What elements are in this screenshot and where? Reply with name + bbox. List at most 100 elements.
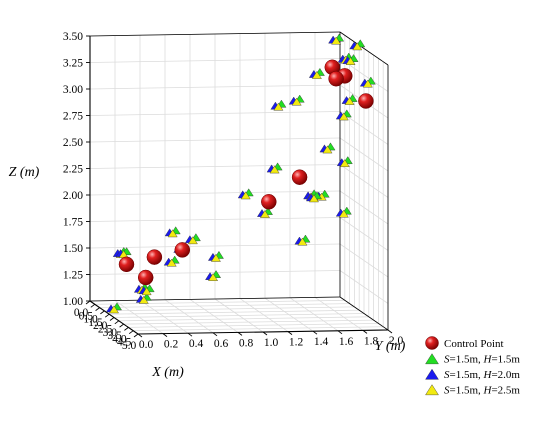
triangle-point-h25 [141,287,152,296]
x-tick-mark [109,317,115,321]
legend-label-part: S [444,354,450,366]
x-tick-mark [90,303,96,308]
control-point [328,70,344,87]
back-wall-gridline [339,190,389,225]
x-tick-label: 3.5 [107,330,122,342]
triangle-point-h25 [362,79,373,88]
back-wall-gridline [339,217,389,251]
y-tick-mark [362,330,368,334]
x-tick-label: 4.0 [112,333,127,345]
triangle-point-h25 [187,236,198,245]
legend-label-part: =2.0m [491,369,520,381]
floor-gridline [264,297,314,332]
triangle-cluster [257,207,273,218]
back-wall-gridline [339,164,389,198]
x-tick-label: 2.5 [98,324,113,336]
top-edge [339,31,389,66]
control-point [261,194,277,210]
z-axis-label: Z (m) [9,165,40,180]
triangle-point-h25 [309,194,319,203]
y-tick-label: 0.0 [139,339,154,351]
data-points [106,33,376,314]
legend-marker-s15_h20 [425,368,439,380]
y-tick-mark [262,331,268,336]
back-wall-gridline [339,137,389,172]
triangle-cluster [164,226,181,238]
triangle-cluster [115,247,132,259]
triangle-point-h25 [269,165,280,174]
floor-gridline [114,300,164,334]
triangle-point-h25 [331,36,342,45]
legend-label: S=1.5m, H=2.5m [444,385,520,397]
x-tick-label: 4.5 [117,337,132,349]
triangle-cluster [308,67,325,79]
triangle-point-h25 [240,191,251,200]
legend-label-part: =2.5m [491,385,520,397]
legend-label: Control Point [444,338,504,350]
triangle-cluster [342,54,359,65]
triangle-cluster [306,191,322,203]
x-tick-label: 3.0 [103,327,118,339]
floor-gridline [164,299,214,334]
left-wall-gridline [89,190,341,196]
triangle-cluster [341,94,358,105]
triangle-cluster [359,76,376,88]
z-tick-label: 1.75 [63,217,83,229]
legend-label-part: S [444,385,450,397]
triangle-point-h25 [352,42,363,51]
tick-labels: 0.00.51.01.52.02.53.03.54.04.55.0 0.0 0.2 0… [63,31,404,352]
floor-gridline [314,297,364,331]
triangle-cluster [138,284,155,296]
left-wall-gridline [89,137,341,143]
left-wall-gridline [89,164,341,169]
y-tick-label: 1.8 [364,335,379,347]
y-tick-label: 0.8 [239,337,254,349]
z-tick-label: 2.50 [63,137,83,149]
triangle-point-h25 [167,229,178,238]
x-tick-label: 0.5 [79,310,94,322]
z-tick-label: 3.50 [63,31,83,43]
control-point [137,269,154,286]
triangle-point-h25 [338,209,349,218]
z-tick-label: 1.50 [63,243,83,255]
legend-label-part: H [483,354,493,366]
legend-label-part: =1.5m, [450,385,484,397]
x-tick-label: 2.0 [93,320,108,332]
triangle-cluster [205,270,222,281]
y-tick-label: 0.4 [189,338,204,350]
left-wall-gridline [89,84,341,90]
z-tick-label: 1.25 [63,270,83,282]
control-point [174,242,191,258]
triangle-point-h25 [311,70,322,79]
triangle-cluster [335,206,352,218]
triangle-point-h25 [291,97,302,106]
legend-label-part: =1.5m, [450,354,484,366]
left-wall-gridline [89,217,341,222]
legend-label-part: H [483,385,493,397]
y-tick-label: 1.6 [339,336,354,348]
triangle-cluster [237,188,254,200]
z-tick-label: 2.75 [63,111,83,123]
z-tick-label: 2.25 [63,164,83,176]
legend-label: S=1.5m, H=1.5m [444,354,520,366]
triangle-point-h25 [210,253,221,262]
y-tick-mark [387,329,393,334]
legend-marker-s15_h15 [425,353,439,365]
triangle-cluster [319,142,336,154]
triangle-cluster [266,162,283,174]
y-tick-label: 1.0 [264,337,279,349]
floor-gridline [214,298,264,333]
triangle-cluster [184,233,201,245]
triangle-cluster [336,156,353,167]
triangle-point-h25 [338,112,349,121]
triangle-cluster [135,292,152,304]
triangle-cluster [335,109,352,121]
triangle-point-h25 [339,159,350,167]
legend-label-part: =1.5m [491,354,520,366]
x-tick-mark [114,320,120,325]
legend-entry: S=1.5m, H=1.5m [425,353,520,366]
y-tick-label: 0.6 [214,338,229,350]
y-tick-mark [312,330,318,335]
y-tick-mark [337,330,343,335]
